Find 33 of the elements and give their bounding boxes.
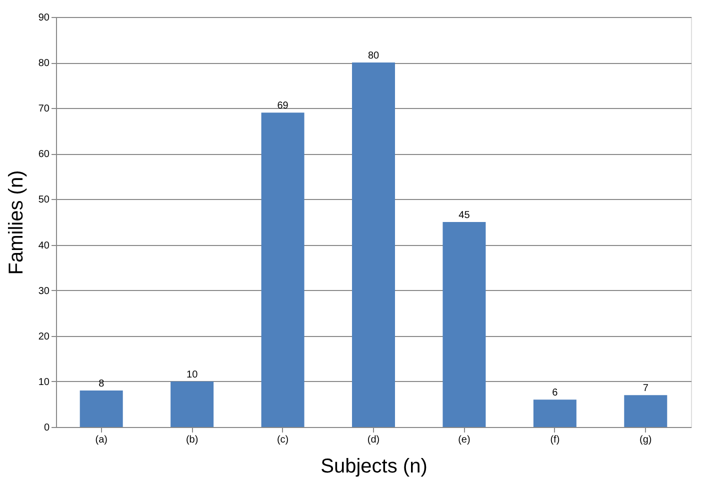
y-tick-label: 90 [38,12,50,24]
y-tick-label: 60 [38,149,50,160]
x-tick-label: (a) [95,434,108,446]
bar [261,112,304,427]
y-tick-label: 30 [38,286,50,297]
bar [442,222,486,427]
data-label: 45 [458,210,470,221]
bar [80,390,123,427]
x-tick-label: (f) [550,434,560,446]
y-tick-label: 0 [44,422,50,434]
x-tick-label: (b) [186,434,198,446]
x-tick-label: (d) [367,434,380,446]
data-label: 8 [98,378,105,390]
x-tick-label: (c) [276,434,289,446]
y-tick-label: 70 [38,104,50,115]
bar [624,395,668,427]
y-tick-label: 50 [38,194,50,206]
bar [170,381,214,427]
y-tick-label: 20 [38,331,50,342]
data-label: 69 [277,100,289,112]
x-tick-label: (g) [640,434,652,446]
y-axis-title: Families (n) [5,170,28,275]
data-label: 7 [642,383,649,394]
bar [533,400,576,427]
data-label: 80 [368,50,380,62]
y-tick-label: 40 [38,240,50,252]
y-tick-label: 10 [38,376,50,388]
y-tick-label: 80 [38,58,50,70]
x-tick-label: (e) [458,434,470,446]
bar [352,62,395,427]
data-label: 10 [186,369,198,380]
data-label: 6 [552,388,558,399]
x-axis-title: Subjects (n) [320,456,428,478]
